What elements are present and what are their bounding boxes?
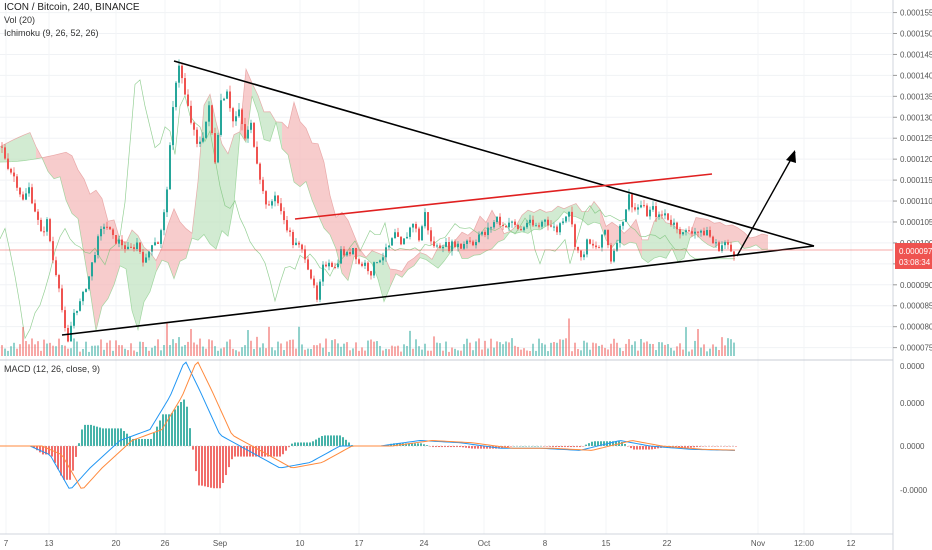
price-tag-value: 0.0000972	[899, 247, 932, 256]
upper-trendline[interactable]	[173, 60, 815, 247]
macd-tick-label: 0.0000	[900, 362, 925, 371]
time-tick-label: 8	[543, 539, 548, 548]
ichimoku-legend[interactable]: Ichimoku (9, 26, 52, 26)	[4, 28, 99, 38]
macd-legend[interactable]: MACD (12, 26, close, 9)	[4, 364, 100, 374]
macd-tick-label: -0.0000	[900, 486, 928, 495]
time-tick-label: Oct	[478, 539, 491, 548]
resistance-line[interactable]	[294, 173, 713, 220]
macd-axis[interactable]: 0.0000 0.0000 0.0000 -0.0000	[900, 362, 928, 495]
time-tick-label: 17	[355, 539, 364, 548]
candles	[1, 59, 735, 343]
time-tick-label: Nov	[751, 539, 765, 548]
time-tick-label: Sep	[213, 539, 228, 548]
time-tick-label: 24	[420, 539, 429, 548]
time-tick-label: 15	[602, 539, 611, 548]
time-tick-label: 26	[161, 539, 170, 548]
price-tag-countdown: 03:08:34	[899, 258, 931, 267]
time-tick-label: 22	[663, 539, 672, 548]
price-tag	[895, 243, 932, 269]
arrow-head-icon	[786, 150, 796, 163]
time-tick-label: 12	[847, 539, 856, 548]
symbol-title[interactable]: ICON / Bitcoin, 240, BINANCE	[4, 2, 140, 13]
macd-pane	[0, 361, 737, 489]
macd-tick-label: 0.0000	[900, 442, 925, 451]
time-axis[interactable]: 7 13 20 26 Sep 10 17 24 Oct 8 15 22 Nov 12:00 12	[4, 539, 856, 548]
volume-bars	[1, 318, 735, 356]
time-tick-label: 10	[296, 539, 305, 548]
volume-legend[interactable]: Vol (20)	[4, 15, 35, 25]
time-tick-label: 7	[4, 539, 9, 548]
macd-tick-label: 0.0000	[900, 399, 925, 408]
time-tick-label: 20	[112, 539, 121, 548]
time-tick-label: 12:00	[794, 539, 815, 548]
time-tick-label: 13	[45, 539, 54, 548]
lower-trendline[interactable]	[61, 245, 815, 336]
breakout-arrow[interactable]	[736, 151, 796, 257]
